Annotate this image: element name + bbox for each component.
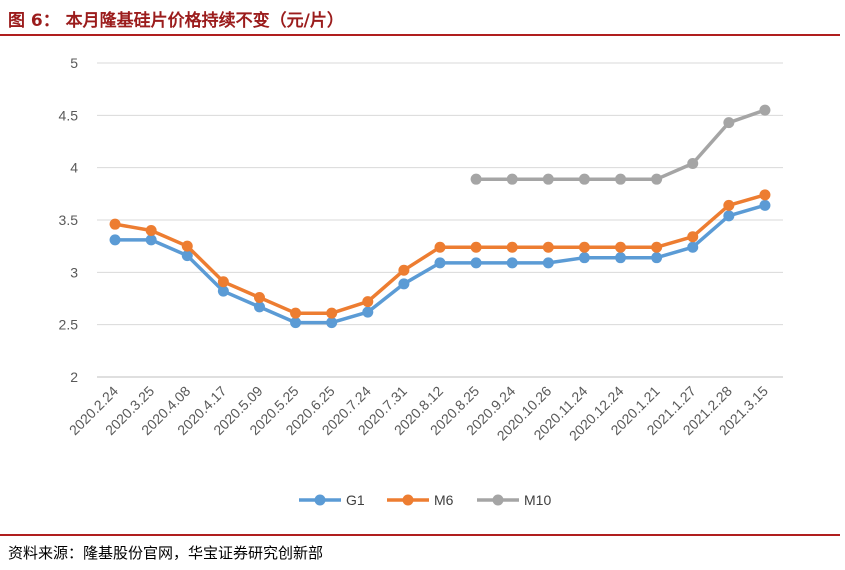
data-point bbox=[290, 307, 302, 319]
data-point bbox=[181, 250, 193, 262]
data-point bbox=[362, 306, 374, 318]
x-axis-ticks: 2020.2.242020.3.252020.4.082020.4.172020… bbox=[66, 383, 771, 444]
data-point bbox=[542, 257, 554, 269]
series-line bbox=[476, 108, 766, 181]
legend-item-m6: M6 bbox=[387, 492, 454, 508]
data-point bbox=[145, 224, 157, 236]
legend-label: M6 bbox=[434, 492, 454, 508]
top-divider bbox=[0, 34, 840, 36]
data-point bbox=[542, 173, 554, 185]
series-g1 bbox=[109, 199, 771, 329]
data-point bbox=[759, 189, 771, 201]
data-point bbox=[506, 173, 518, 185]
data-point bbox=[217, 276, 229, 288]
series-m6 bbox=[109, 189, 771, 319]
data-point bbox=[506, 241, 518, 253]
data-point bbox=[362, 296, 374, 308]
bottom-divider bbox=[0, 534, 840, 536]
series-m10 bbox=[470, 104, 771, 185]
data-point bbox=[651, 173, 663, 185]
legend-item-g1: G1 bbox=[299, 492, 365, 508]
y-tick-label: 2 bbox=[70, 369, 78, 385]
y-axis-ticks: 2 2.5 3 3.5 4 4.5 5 bbox=[59, 55, 79, 385]
legend-item-m10: M10 bbox=[477, 492, 551, 508]
data-point bbox=[290, 317, 302, 329]
source-note: 资料来源：隆基股份官网，华宝证券研究创新部 bbox=[8, 544, 324, 562]
data-point bbox=[109, 218, 121, 230]
data-point bbox=[326, 307, 338, 319]
series-lines bbox=[109, 104, 771, 329]
data-point bbox=[578, 252, 590, 264]
data-point bbox=[470, 257, 482, 269]
data-point bbox=[326, 317, 338, 329]
gridlines bbox=[97, 62, 783, 378]
y-tick-label: 3 bbox=[70, 264, 78, 280]
data-point bbox=[759, 104, 771, 116]
data-point bbox=[687, 157, 699, 169]
legend-marker bbox=[402, 494, 414, 506]
data-point bbox=[398, 278, 410, 290]
y-tick-label: 5 bbox=[70, 55, 78, 71]
data-point bbox=[109, 234, 121, 246]
data-point bbox=[470, 241, 482, 253]
legend-marker bbox=[492, 494, 504, 506]
y-tick-label: 3.5 bbox=[59, 212, 79, 228]
data-point bbox=[470, 173, 482, 185]
data-point bbox=[578, 173, 590, 185]
data-point bbox=[578, 241, 590, 253]
data-point bbox=[217, 285, 229, 297]
data-point bbox=[723, 199, 735, 211]
data-point bbox=[615, 252, 627, 264]
data-point bbox=[723, 210, 735, 222]
data-point bbox=[506, 257, 518, 269]
y-tick-label: 4 bbox=[70, 160, 78, 176]
data-point bbox=[434, 257, 446, 269]
data-point bbox=[253, 301, 265, 313]
legend-marker bbox=[314, 494, 326, 506]
data-point bbox=[723, 117, 735, 129]
data-point bbox=[181, 240, 193, 252]
data-point bbox=[145, 234, 157, 246]
data-point bbox=[615, 241, 627, 253]
data-point bbox=[615, 173, 627, 185]
data-point bbox=[651, 241, 663, 253]
data-point bbox=[687, 231, 699, 243]
data-point bbox=[398, 264, 410, 276]
data-point bbox=[542, 241, 554, 253]
y-tick-label: 2.5 bbox=[59, 317, 79, 333]
y-tick-label: 4.5 bbox=[59, 107, 79, 123]
legend-label: M10 bbox=[524, 492, 551, 508]
data-point bbox=[759, 199, 771, 211]
legend-label: G1 bbox=[346, 492, 365, 508]
data-point bbox=[687, 241, 699, 253]
data-point bbox=[434, 241, 446, 253]
legend: G1 M6 M10 bbox=[299, 492, 551, 508]
data-point bbox=[253, 291, 265, 303]
figure-title: 图 6： 本月隆基硅片价格持续不变（元/片） bbox=[8, 11, 344, 31]
data-point bbox=[651, 252, 663, 264]
